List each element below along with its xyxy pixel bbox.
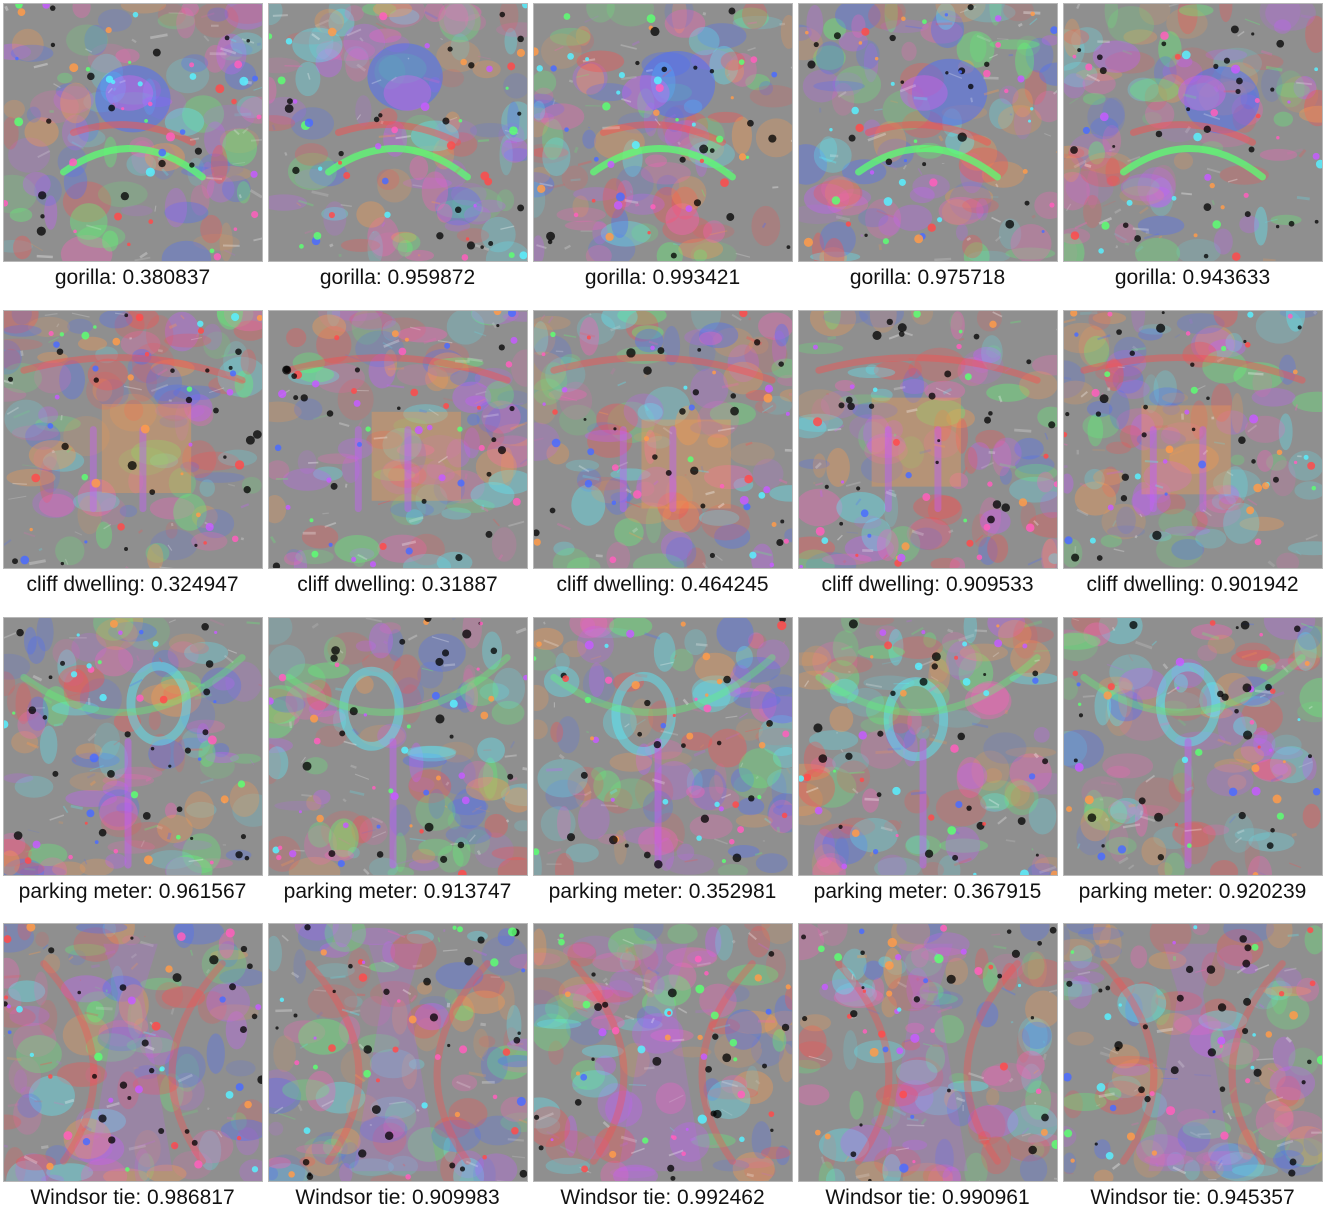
class-visualization-image xyxy=(268,310,528,569)
visualization-canvas xyxy=(269,4,527,261)
tile-parking-meter-4: parking meter: 0.367915 xyxy=(795,614,1060,917)
visualization-canvas xyxy=(799,311,1057,568)
class-visualization-image xyxy=(3,310,263,569)
class-visualization-image xyxy=(268,3,528,262)
tile-caption: cliff dwelling: 0.324947 xyxy=(0,571,271,599)
tile-parking-meter-2: parking meter: 0.913747 xyxy=(265,614,530,917)
class-visualization-image xyxy=(1063,3,1323,262)
visualization-canvas xyxy=(269,924,527,1181)
visualization-canvas xyxy=(534,924,792,1181)
tile-windsor-tie-1: Windsor tie: 0.986817 xyxy=(0,920,265,1223)
tile-caption: cliff dwelling: 0.909533 xyxy=(789,571,1066,599)
class-visualization-image xyxy=(798,3,1058,262)
class-visualization-image xyxy=(1063,923,1323,1182)
tile-windsor-tie-5: Windsor tie: 0.945357 xyxy=(1060,920,1325,1223)
class-visualization-image xyxy=(533,3,793,262)
tile-caption: cliff dwelling: 0.464245 xyxy=(524,571,801,599)
tile-gorilla-2: gorilla: 0.959872 xyxy=(265,0,530,303)
class-visualization-image xyxy=(798,923,1058,1182)
visualization-canvas xyxy=(799,4,1057,261)
tile-parking-meter-5: parking meter: 0.920239 xyxy=(1060,614,1325,917)
tile-caption: Windsor tie: 0.990961 xyxy=(789,1184,1066,1212)
tile-gorilla-1: gorilla: 0.380837 xyxy=(0,0,265,303)
class-visualization-image xyxy=(533,617,793,876)
tile-cliff-dwelling-2: cliff dwelling: 0.31887 xyxy=(265,307,530,610)
class-visualization-image xyxy=(798,310,1058,569)
tile-parking-meter-3: parking meter: 0.352981 xyxy=(530,614,795,917)
tile-caption: cliff dwelling: 0.901942 xyxy=(1054,571,1325,599)
tile-caption: parking meter: 0.367915 xyxy=(789,878,1066,906)
tile-parking-meter-1: parking meter: 0.961567 xyxy=(0,614,265,917)
tile-windsor-tie-4: Windsor tie: 0.990961 xyxy=(795,920,1060,1223)
tile-caption: parking meter: 0.920239 xyxy=(1054,878,1325,906)
visualization-canvas xyxy=(4,924,262,1181)
tile-cliff-dwelling-4: cliff dwelling: 0.909533 xyxy=(795,307,1060,610)
visualization-canvas xyxy=(534,311,792,568)
visualization-canvas xyxy=(799,924,1057,1181)
visualization-canvas xyxy=(799,618,1057,875)
tile-windsor-tie-3: Windsor tie: 0.992462 xyxy=(530,920,795,1223)
visualization-canvas xyxy=(1064,4,1322,261)
visualization-canvas xyxy=(269,311,527,568)
tile-cliff-dwelling-5: cliff dwelling: 0.901942 xyxy=(1060,307,1325,610)
class-visualization-image xyxy=(3,617,263,876)
tile-caption: Windsor tie: 0.945357 xyxy=(1054,1184,1325,1212)
visualization-canvas xyxy=(1064,924,1322,1181)
class-visualization-image xyxy=(268,923,528,1182)
visualization-canvas xyxy=(1064,311,1322,568)
class-visualization-image xyxy=(798,617,1058,876)
class-visualization-image xyxy=(533,923,793,1182)
tile-windsor-tie-2: Windsor tie: 0.909983 xyxy=(265,920,530,1223)
visualization-canvas xyxy=(534,618,792,875)
visualization-canvas xyxy=(269,618,527,875)
class-visualization-image xyxy=(1063,617,1323,876)
tile-caption: Windsor tie: 0.986817 xyxy=(0,1184,271,1212)
class-visualization-image xyxy=(3,3,263,262)
class-visualization-image xyxy=(268,617,528,876)
class-visualization-image xyxy=(1063,310,1323,569)
class-visualization-image xyxy=(3,923,263,1182)
tile-caption: Windsor tie: 0.909983 xyxy=(259,1184,536,1212)
visualization-canvas xyxy=(534,4,792,261)
visualization-canvas xyxy=(4,4,262,261)
tile-caption: parking meter: 0.961567 xyxy=(0,878,271,906)
tile-gorilla-3: gorilla: 0.993421 xyxy=(530,0,795,303)
tile-gorilla-4: gorilla: 0.975718 xyxy=(795,0,1060,303)
visualization-canvas xyxy=(4,311,262,568)
visualization-canvas xyxy=(4,618,262,875)
tile-caption: cliff dwelling: 0.31887 xyxy=(259,571,536,599)
class-visualization-image xyxy=(533,310,793,569)
visualization-canvas xyxy=(1064,618,1322,875)
tile-caption: gorilla: 0.993421 xyxy=(524,264,801,292)
tile-caption: gorilla: 0.975718 xyxy=(789,264,1066,292)
tile-caption: gorilla: 0.959872 xyxy=(259,264,536,292)
tile-caption: gorilla: 0.943633 xyxy=(1054,264,1325,292)
tile-caption: parking meter: 0.913747 xyxy=(259,878,536,906)
tile-caption: Windsor tie: 0.992462 xyxy=(524,1184,801,1212)
tile-cliff-dwelling-1: cliff dwelling: 0.324947 xyxy=(0,307,265,610)
tile-cliff-dwelling-3: cliff dwelling: 0.464245 xyxy=(530,307,795,610)
tile-caption: gorilla: 0.380837 xyxy=(0,264,271,292)
tile-gorilla-5: gorilla: 0.943633 xyxy=(1060,0,1325,303)
tile-caption: parking meter: 0.352981 xyxy=(524,878,801,906)
